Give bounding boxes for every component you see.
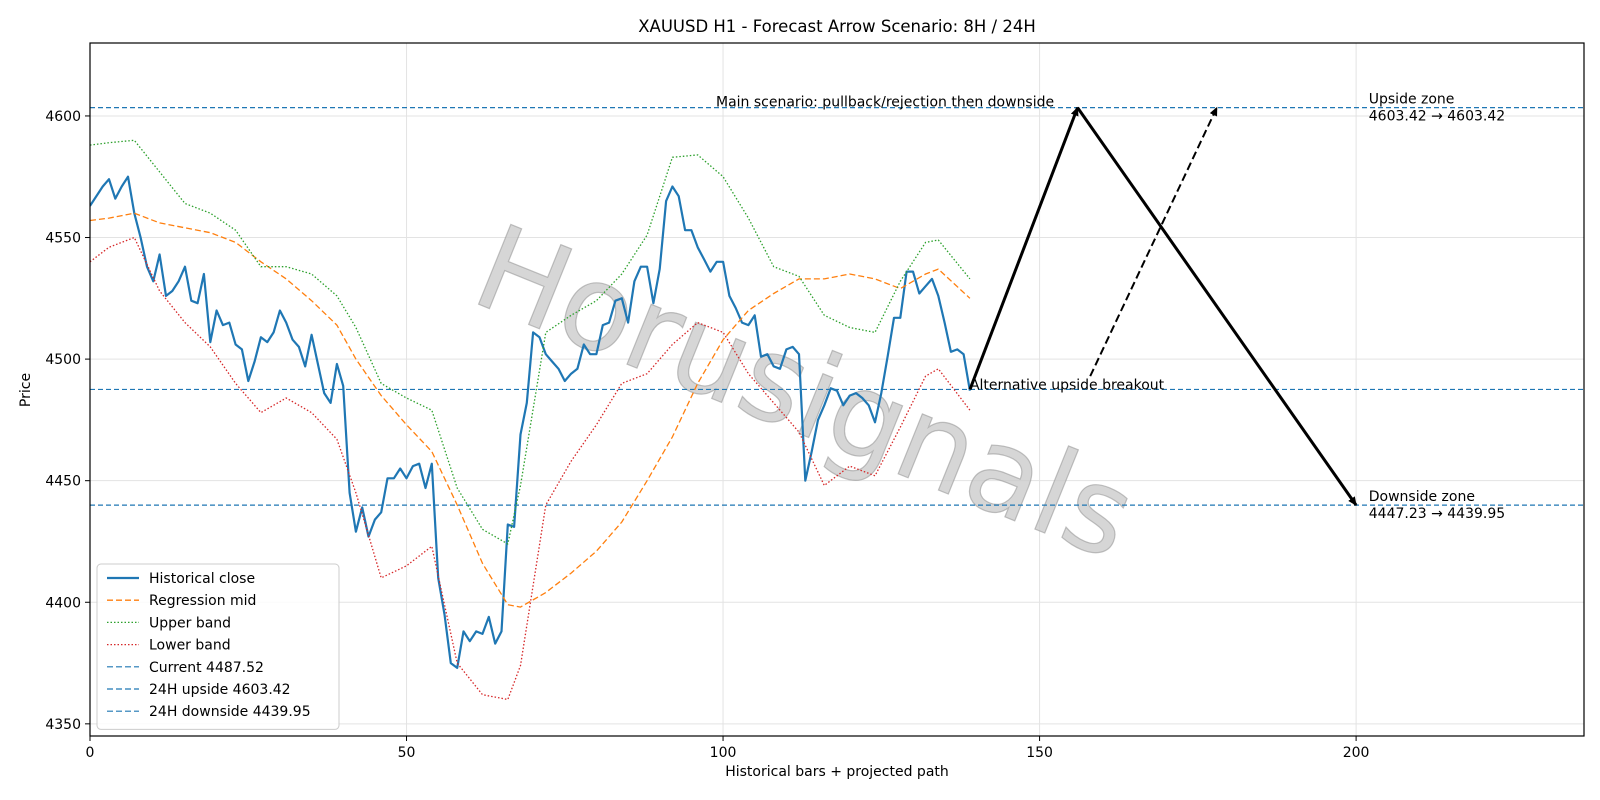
y-tick-label: 4450 <box>45 474 81 490</box>
x-tick-label: 150 <box>1026 745 1053 761</box>
y-tick-label: 4600 <box>45 109 81 125</box>
series-line <box>90 175 971 670</box>
y-axis-label: Price <box>18 373 34 407</box>
legend-label: 24H downside 4439.95 <box>149 704 311 720</box>
legend-label: 24H upside 4603.42 <box>149 682 291 698</box>
reference-lines <box>90 107 1584 506</box>
y-axis: 4350 4400 4450 4500 4550 4600 <box>45 109 90 733</box>
legend-label: Regression mid <box>149 593 256 609</box>
forecast-arrows <box>968 106 1358 506</box>
forecast-arrow-segment <box>1089 106 1218 377</box>
forecast-arrow-segment <box>968 106 1079 390</box>
x-tick-label: 100 <box>710 745 737 761</box>
y-tick-label: 4500 <box>45 352 81 368</box>
y-tick-label: 4400 <box>45 595 81 611</box>
series-line <box>90 212 971 608</box>
x-axis-label: Historical bars + projected path <box>725 764 949 780</box>
series-group <box>90 139 971 701</box>
plot-frame <box>89 42 1585 737</box>
chart-title: XAUUSD H1 - Forecast Arrow Scenario: 8H … <box>638 17 1036 36</box>
alternative-scenario-label: Alternative upside breakout <box>970 377 1165 393</box>
series-line <box>90 139 971 545</box>
annotations: Main scenario: pullback/rejection then d… <box>716 92 1505 522</box>
legend-label: Current 4487.52 <box>149 660 264 676</box>
legend-box <box>96 563 340 730</box>
zone-range: 4447.23 → 4439.95 <box>1369 506 1505 522</box>
zone-title: Downside zone <box>1369 489 1475 505</box>
forecast-arrow-segment <box>1076 106 1358 506</box>
legend-label: Lower band <box>149 638 231 654</box>
legend: Historical close Regression mid Upper band… <box>96 563 340 730</box>
y-tick-label: 4550 <box>45 231 81 247</box>
main-scenario-label: Main scenario: pullback/rejection then d… <box>716 95 1054 111</box>
x-tick-label: 0 <box>86 745 95 761</box>
legend-label: Historical close <box>149 571 255 587</box>
y-tick-label: 4350 <box>45 717 81 733</box>
zone-title: Upside zone <box>1369 92 1455 108</box>
x-axis: 0 50 100 150 200 <box>86 736 1370 761</box>
x-tick-label: 200 <box>1343 745 1370 761</box>
zone-range: 4603.42 → 4603.42 <box>1369 109 1505 125</box>
series-line <box>90 236 971 701</box>
legend-label: Upper band <box>149 615 231 631</box>
x-tick-label: 50 <box>398 745 416 761</box>
